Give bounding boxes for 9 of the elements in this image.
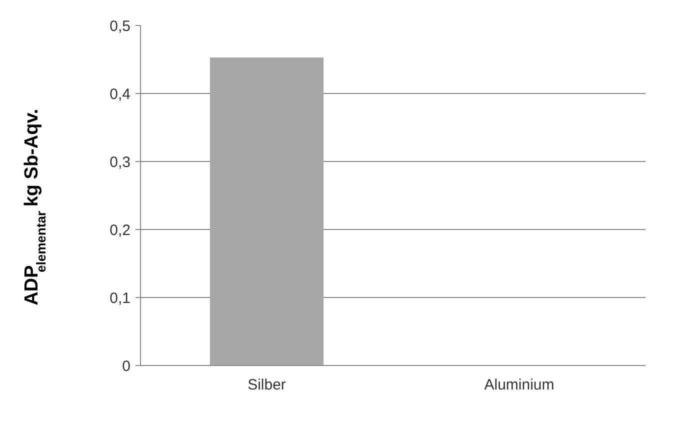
x-tick-label: Aluminium <box>484 376 554 394</box>
y-tick-label: 0,3 <box>110 154 131 171</box>
x-tick-label: Silber <box>248 376 286 394</box>
y-axis-title: ADPelementar kg Sb-Aqv. <box>22 108 48 306</box>
y-tick-label: 0 <box>122 358 130 375</box>
y-tick-label: 0,1 <box>110 290 131 307</box>
y-tick-label: 0,4 <box>110 86 131 103</box>
y-tick-label: 0,2 <box>110 222 131 239</box>
y-tick-label: 0,5 <box>110 18 131 35</box>
